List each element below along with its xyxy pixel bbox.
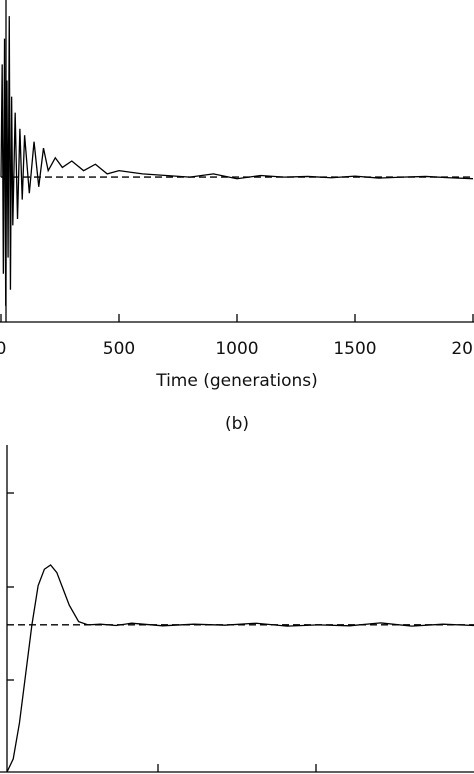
- x-axis-label: Time (generations): [155, 371, 318, 391]
- data-line: [0, 16, 474, 306]
- x-tick-label: 1500: [333, 339, 376, 359]
- x-tick-label: 500: [103, 339, 135, 359]
- x-tick-label: 0: [0, 339, 6, 359]
- x-tick-label: 2000: [451, 339, 474, 359]
- panel-label: (b): [225, 414, 249, 434]
- data-line: [6, 564, 474, 773]
- x-tick-label: 1000: [215, 339, 258, 359]
